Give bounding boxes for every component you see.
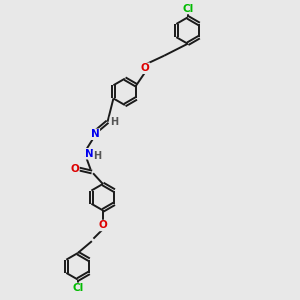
Text: H: H (93, 151, 102, 161)
Text: O: O (70, 164, 79, 174)
Text: N: N (85, 149, 94, 159)
Text: N: N (91, 129, 99, 139)
Text: O: O (141, 63, 150, 73)
Text: Cl: Cl (182, 4, 193, 14)
Text: Cl: Cl (72, 283, 83, 293)
Text: H: H (110, 117, 118, 127)
Text: O: O (98, 220, 107, 230)
